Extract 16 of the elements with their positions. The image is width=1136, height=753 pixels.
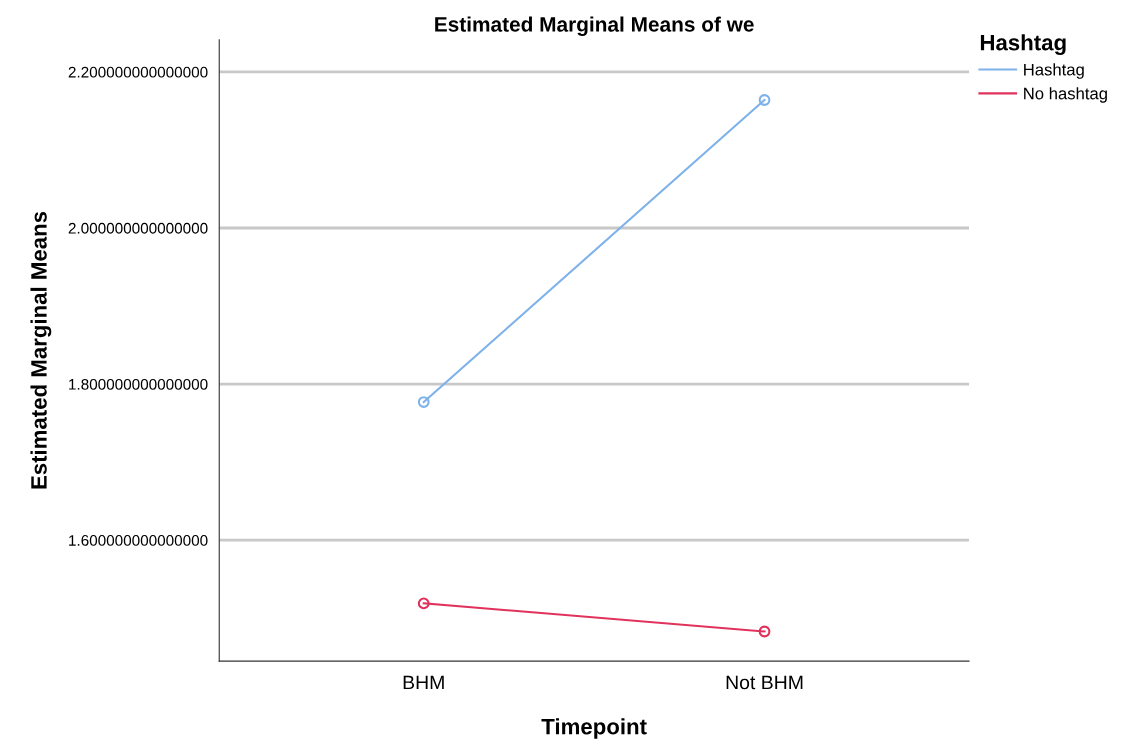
point [417,396,430,408]
x-tick-label: BHM [403,675,444,690]
point [758,94,771,106]
point [417,597,430,610]
legend-label: Hashtag [1024,63,1084,79]
chart-title: Estimated Marginal Means of we [435,16,754,36]
y-tick-label: 1.800000000000000 [69,378,208,390]
x-tick-label: Not BHM [726,675,803,690]
y-tick-label: 2.200000000000000 [68,66,208,78]
legend-title: Hashtag [980,34,1066,55]
x-axis-title: Timepoint [541,718,647,739]
y-tick-label: 1.600000000000000 [69,535,208,546]
y-axis-title: Estimated Marginal Means [30,211,52,489]
point [758,625,771,638]
legend-label: No hashtag [1024,87,1107,103]
y-tick-label: 2.000000000000000 [68,222,208,234]
